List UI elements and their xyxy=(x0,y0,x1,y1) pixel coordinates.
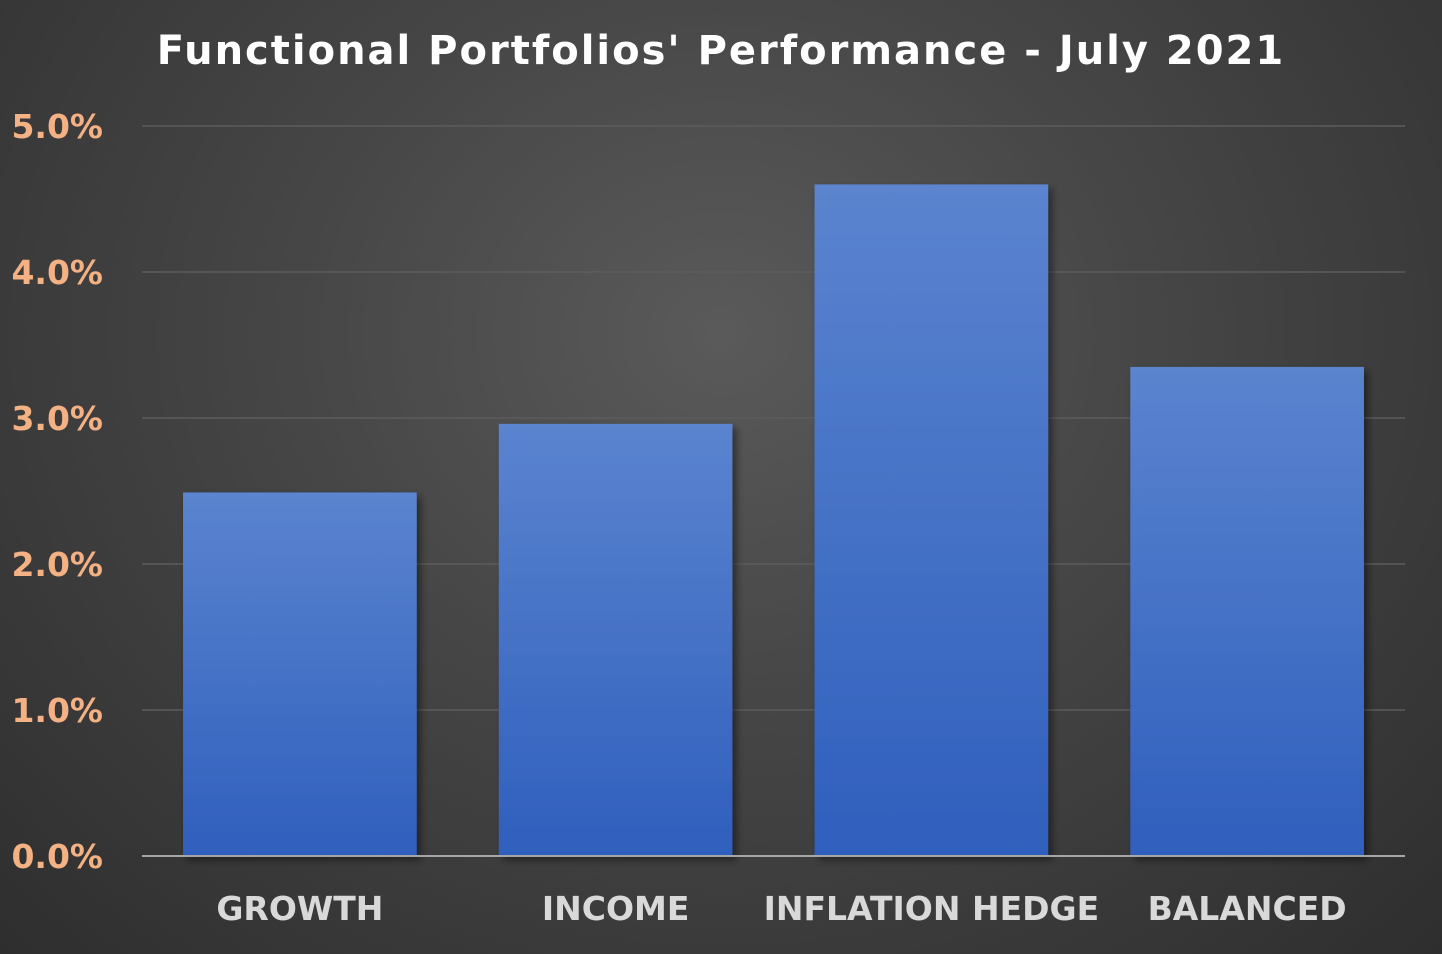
chart-title: Functional Portfolios' Performance - Jul… xyxy=(156,28,1286,74)
x-category-label: GROWTH xyxy=(216,889,383,928)
y-tick-label: 4.0% xyxy=(11,253,103,292)
y-tick-label: 0.0% xyxy=(11,837,103,876)
bars xyxy=(183,184,1364,856)
bar-balanced xyxy=(1130,366,1364,856)
y-tick-label: 3.0% xyxy=(11,399,103,438)
bar-inflation-hedge xyxy=(814,184,1049,856)
x-category-label: BALANCED xyxy=(1148,889,1347,928)
x-axis-category-labels: GROWTH INCOME INFLATION HEDGE BALANCED xyxy=(216,889,1346,928)
y-tick-label: 1.0% xyxy=(11,691,103,730)
y-tick-label: 2.0% xyxy=(11,545,103,584)
x-category-label: INCOME xyxy=(542,889,690,928)
y-axis-tick-labels: 0.0% 1.0% 2.0% 3.0% 4.0% 5.0% xyxy=(11,107,103,876)
bar-growth xyxy=(183,492,417,856)
y-tick-label: 5.0% xyxy=(11,107,103,146)
bar-income xyxy=(498,423,733,856)
x-category-label: INFLATION HEDGE xyxy=(764,889,1100,928)
